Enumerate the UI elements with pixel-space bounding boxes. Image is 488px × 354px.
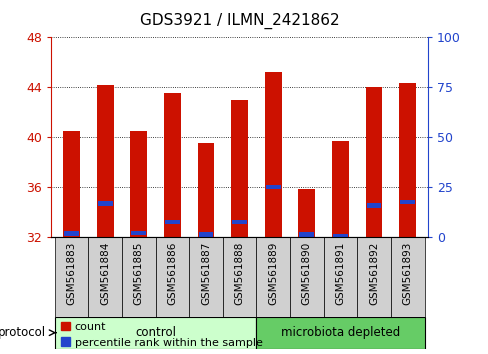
Bar bbox=[289, 237, 323, 317]
Bar bbox=[256, 237, 289, 317]
Bar bbox=[131, 231, 146, 235]
Text: GSM561888: GSM561888 bbox=[234, 242, 244, 305]
Bar bbox=[98, 201, 112, 206]
Text: GSM561892: GSM561892 bbox=[368, 242, 378, 305]
Bar bbox=[264, 72, 281, 237]
Text: protocol: protocol bbox=[0, 326, 46, 339]
Bar bbox=[365, 87, 382, 237]
Bar bbox=[400, 200, 414, 204]
Bar bbox=[232, 219, 246, 224]
Legend: count, percentile rank within the sample: count, percentile rank within the sample bbox=[57, 317, 266, 352]
Bar bbox=[256, 317, 424, 349]
Text: GSM561883: GSM561883 bbox=[66, 242, 76, 305]
Text: GSM561891: GSM561891 bbox=[335, 242, 345, 305]
Bar bbox=[399, 83, 415, 237]
Bar bbox=[130, 131, 147, 237]
Bar bbox=[122, 237, 155, 317]
Text: control: control bbox=[135, 326, 176, 339]
Bar bbox=[197, 143, 214, 237]
Text: GSM561893: GSM561893 bbox=[402, 242, 412, 305]
Text: GSM561889: GSM561889 bbox=[268, 242, 278, 305]
Bar bbox=[88, 237, 122, 317]
Text: GSM561890: GSM561890 bbox=[301, 242, 311, 305]
Bar bbox=[55, 237, 88, 317]
Bar bbox=[55, 317, 256, 349]
Text: GSM561884: GSM561884 bbox=[100, 242, 110, 305]
Bar bbox=[63, 131, 80, 237]
Bar bbox=[198, 232, 213, 237]
Bar bbox=[331, 141, 348, 237]
Bar bbox=[231, 99, 247, 237]
Bar bbox=[64, 232, 79, 236]
Bar bbox=[323, 237, 357, 317]
Text: GDS3921 / ILMN_2421862: GDS3921 / ILMN_2421862 bbox=[140, 12, 339, 29]
Bar bbox=[223, 237, 256, 317]
Text: GSM561887: GSM561887 bbox=[201, 242, 210, 305]
Text: GSM561886: GSM561886 bbox=[167, 242, 177, 305]
Bar bbox=[155, 237, 189, 317]
Bar bbox=[97, 85, 113, 237]
Bar bbox=[265, 184, 280, 189]
Bar bbox=[357, 237, 390, 317]
Text: GSM561885: GSM561885 bbox=[134, 242, 143, 305]
Bar bbox=[298, 189, 315, 237]
Bar bbox=[189, 237, 223, 317]
Text: microbiota depleted: microbiota depleted bbox=[280, 326, 399, 339]
Bar bbox=[332, 234, 347, 239]
Bar bbox=[366, 203, 381, 208]
Bar bbox=[163, 93, 181, 237]
Bar bbox=[299, 232, 314, 237]
Bar bbox=[390, 237, 424, 317]
Bar bbox=[164, 219, 180, 224]
